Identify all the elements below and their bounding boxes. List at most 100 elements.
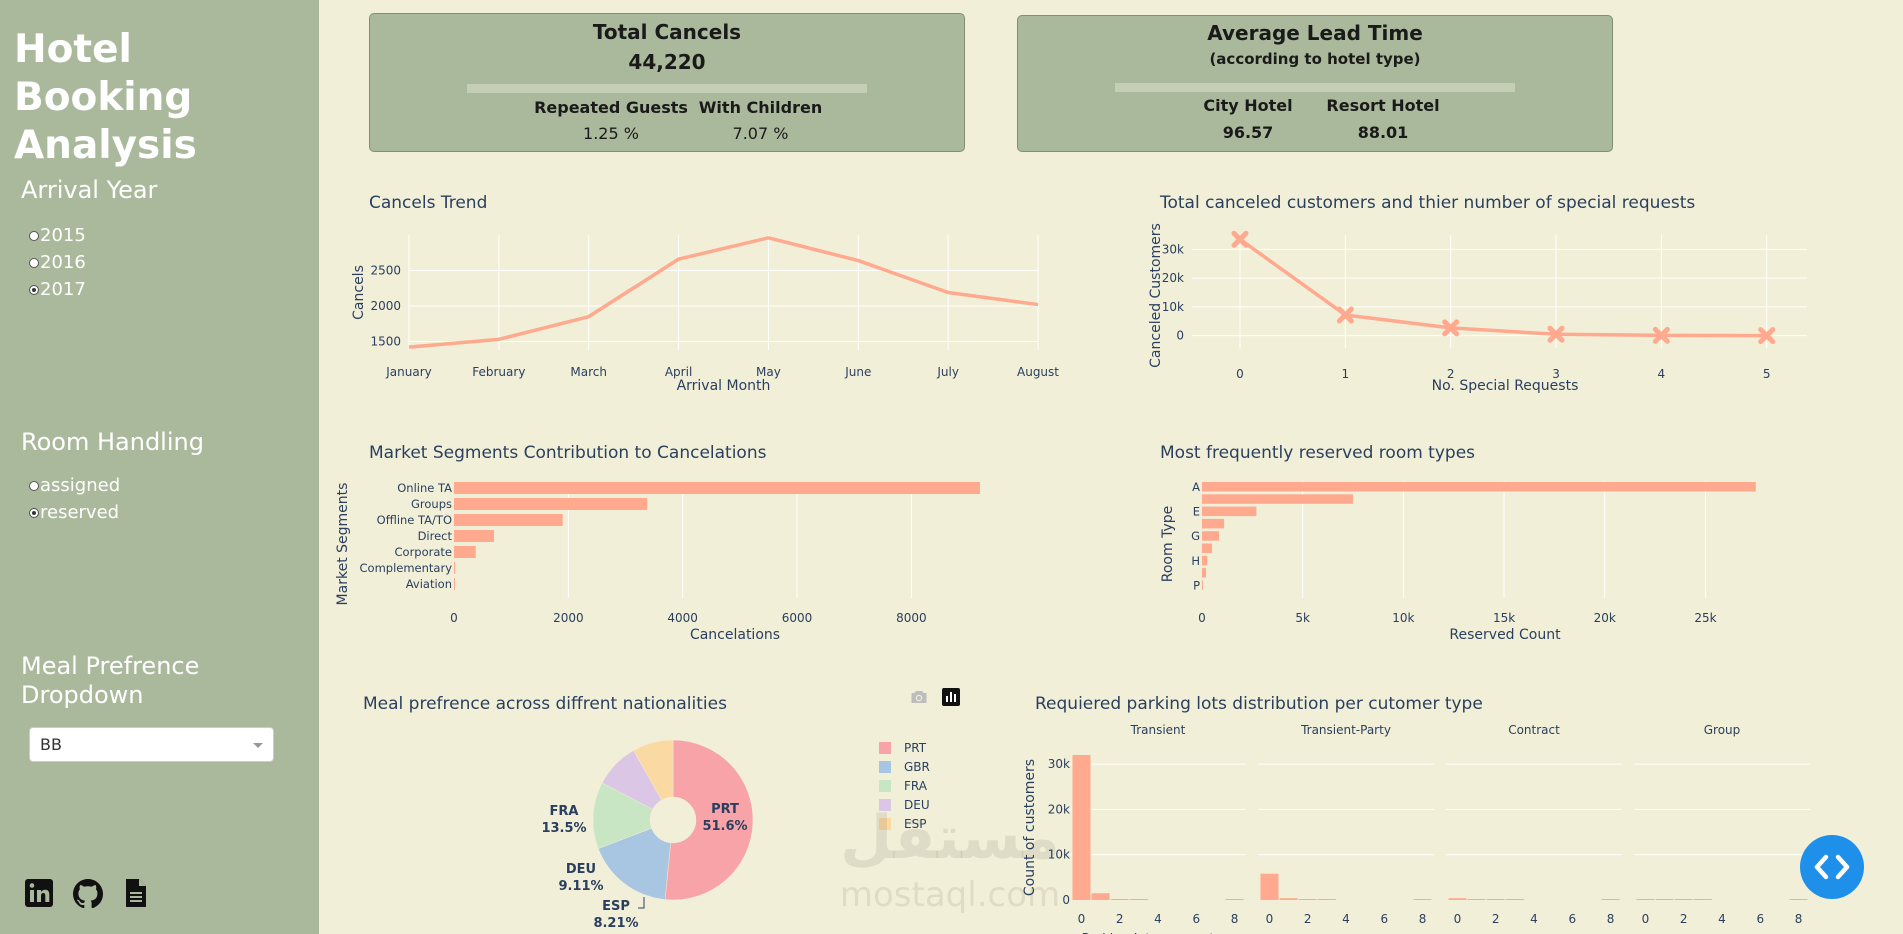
total-cancels-value: 44,220	[628, 50, 706, 74]
bar	[1202, 543, 1213, 553]
y-tick-label: H	[1191, 554, 1200, 568]
legend-swatch	[879, 742, 891, 754]
bar	[1202, 518, 1225, 529]
x-tick-label: 5k	[1295, 611, 1310, 625]
document-icon[interactable]	[124, 878, 148, 908]
bar	[454, 578, 455, 590]
arrival-year-heading: Arrival Year	[21, 176, 158, 204]
legend-label: GBR	[904, 760, 930, 774]
bar	[454, 530, 495, 542]
special-requests-title: Total canceled customers and thier numbe…	[1160, 193, 1696, 213]
y-axis-title: Canceled Customers	[1148, 223, 1164, 368]
radio-button[interactable]	[29, 480, 39, 491]
x-tick-label: February	[472, 365, 525, 379]
resort-hotel-value: 88.01	[1357, 123, 1409, 142]
radio-assigned[interactable]: assigned	[29, 472, 120, 499]
x-tick-label: June	[844, 365, 871, 379]
x-tick-label: 2	[1116, 912, 1124, 926]
y-tick-label: 30k	[1048, 757, 1070, 771]
bar	[1601, 899, 1620, 900]
x-tick-label: April	[665, 365, 692, 379]
code-toggle-button[interactable]	[1800, 835, 1864, 899]
radio-button[interactable]	[29, 230, 39, 241]
label-connector	[638, 897, 645, 909]
radio-year-2015[interactable]: 2015	[29, 222, 86, 249]
bar	[1505, 899, 1524, 900]
x-tick-label: 2	[1304, 912, 1312, 926]
bar	[1129, 899, 1148, 900]
y-tick-label: P	[1193, 578, 1200, 592]
legend-swatch	[879, 761, 891, 773]
pie-slice	[633, 739, 674, 801]
y-tick-label: 20k	[1162, 271, 1184, 285]
x-tick-label: 0	[1198, 611, 1206, 625]
bar	[454, 546, 476, 558]
x-tick-label: 8	[1419, 912, 1427, 926]
radio-button-checked[interactable]	[29, 284, 39, 295]
y-tick-label: G	[1191, 529, 1200, 543]
x-tick-label: 4	[1342, 912, 1350, 926]
plotly-logo-icon[interactable]	[942, 688, 960, 706]
radio-button[interactable]	[29, 257, 39, 268]
facet-title: Group	[1704, 723, 1741, 737]
camera-icon[interactable]	[910, 689, 928, 705]
parking-chart: Transient 0 2 4 6 8 Transient-Party 0 2 4 6 8 Contra…	[1022, 723, 1810, 934]
bar	[1202, 580, 1203, 590]
special-requests-chart: 0 1 2 3 4 5 0 10k 20k 30k No. Special Requests Canc…	[1148, 223, 1807, 394]
watermark-arabic: مستقل	[840, 803, 1060, 873]
slice-percent: 8.21%	[593, 916, 638, 931]
x-axis-title: Arrival Month	[677, 378, 771, 394]
x-tick-label: 4	[1154, 912, 1162, 926]
cancels-trend-title: Cancels Trend	[369, 193, 488, 213]
x-tick-label: May	[756, 365, 781, 379]
market-segments-title: Market Segments Contribution to Cancelat…	[369, 443, 767, 463]
bar	[1202, 494, 1354, 504]
bar	[1091, 893, 1110, 900]
radio-button-checked[interactable]	[29, 507, 39, 518]
bar	[1789, 899, 1808, 900]
meal-dropdown[interactable]: BB	[29, 727, 274, 762]
x-tick-label: 6	[1380, 912, 1388, 926]
bar	[1413, 899, 1432, 900]
with-children-label: With Children	[698, 98, 823, 117]
github-icon[interactable]	[72, 878, 104, 908]
x-axis-title: Cancelations	[690, 627, 780, 643]
x-tick-label: 4000	[667, 611, 698, 625]
y-tick-label: 20k	[1048, 802, 1070, 816]
y-tick-label: A	[1192, 480, 1200, 494]
slice-percent: 9.11%	[558, 879, 603, 894]
x-tick-label: 0	[1454, 912, 1462, 926]
radio-year-2016[interactable]: 2016	[29, 249, 86, 276]
chevron-down-icon[interactable]	[253, 743, 263, 748]
bar	[454, 482, 980, 494]
city-hotel-value: 96.57	[1222, 123, 1274, 142]
slice-label: FRA	[550, 804, 579, 819]
radio-reserved[interactable]: reserved	[29, 499, 120, 526]
radio-year-2017[interactable]: 2017	[29, 276, 86, 303]
average-lead-time-card: Average Lead Time (according to hotel ty…	[1017, 15, 1613, 152]
x-tick-label: 0	[450, 611, 458, 625]
facet-title: Transient	[1130, 723, 1186, 737]
sidebar: Hotel Booking Analysis Arrival Year 2015…	[0, 0, 319, 934]
bar	[1448, 898, 1467, 900]
y-tick-label: 2000	[370, 299, 401, 313]
y-tick-label: Direct	[418, 529, 453, 543]
x-tick-label: 8	[1607, 912, 1615, 926]
y-tick-label: Corporate	[395, 545, 453, 559]
total-cancels-card: Total Cancels 44,220 Repeated Guests 1.2…	[369, 13, 965, 152]
x-tick-label: 2	[1447, 367, 1455, 381]
room-types-title: Most frequently reserved room types	[1160, 443, 1476, 463]
data-point	[1758, 327, 1776, 345]
slice-label: DEU	[566, 862, 596, 877]
meal-pie-chart: PRT51.6%GBR17.6%FRA13.5%DEU9.11%ESP8.21%…	[541, 739, 930, 931]
y-tick-label: Aviation	[406, 577, 452, 591]
linkedin-icon[interactable]	[24, 878, 54, 908]
arrival-year-radio-group: 2015 2016 2017	[29, 222, 86, 303]
legend-label: PRT	[904, 741, 927, 755]
y-tick-label: Complementary	[360, 561, 453, 575]
x-axis-title: Reserved Count	[1449, 627, 1561, 643]
x-tick-label: 6	[1756, 912, 1764, 926]
meal-pie-title: Meal prefrence across diffrent nationali…	[363, 694, 727, 714]
x-tick-label: 25k	[1694, 611, 1716, 625]
